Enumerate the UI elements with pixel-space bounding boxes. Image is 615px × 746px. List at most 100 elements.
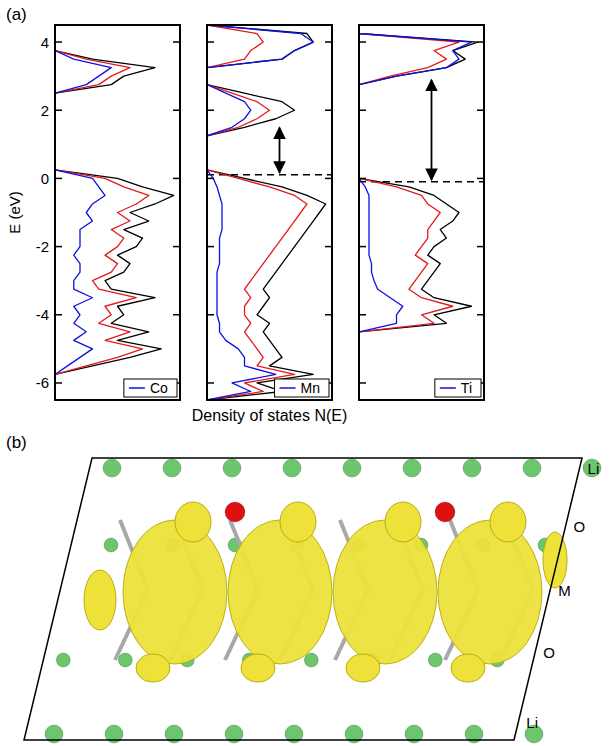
li-atom <box>56 653 70 667</box>
density-lobe <box>241 654 275 682</box>
gap-arrow <box>431 80 433 180</box>
tick-label: 0 <box>41 170 49 187</box>
panel-frame <box>207 25 332 400</box>
legend-label: Co <box>150 380 168 396</box>
density-lobe <box>385 502 421 542</box>
li-atom <box>343 459 361 477</box>
tick <box>173 246 180 248</box>
tick <box>325 314 332 316</box>
tick <box>173 314 180 316</box>
li-atom <box>463 459 481 477</box>
li-atom <box>304 653 318 667</box>
panel-frame <box>55 25 180 400</box>
tick <box>173 178 180 180</box>
panel-label: (b) <box>6 433 27 452</box>
tick <box>55 41 62 43</box>
tick <box>477 314 484 316</box>
dos-curve <box>359 25 472 400</box>
panel-label: (a) <box>6 5 27 24</box>
axis-title: Density of states N(E) <box>192 407 348 424</box>
tick <box>55 382 62 384</box>
dos-panel: Mn <box>207 25 332 400</box>
legend: Ti <box>435 379 481 397</box>
density-lobe <box>280 502 316 542</box>
tick <box>359 382 366 384</box>
tick <box>325 178 332 180</box>
dos-curve <box>55 25 111 400</box>
li-atom <box>104 538 118 552</box>
tick <box>207 314 214 316</box>
legend-box <box>435 379 481 397</box>
dos-curve <box>207 25 313 400</box>
tick-label: -6 <box>36 374 49 391</box>
density-lobe <box>136 654 170 682</box>
li-atom <box>523 459 541 477</box>
tick <box>207 109 214 111</box>
tick <box>359 314 366 316</box>
dos-curve <box>55 25 149 400</box>
li-atom <box>223 459 241 477</box>
layer-label: Li <box>526 714 538 731</box>
gap-arrow <box>279 128 281 173</box>
layer-label: Li <box>588 460 600 477</box>
tick-label: 4 <box>41 34 49 51</box>
tick <box>477 41 484 43</box>
o-atom <box>435 502 455 522</box>
tick <box>359 41 366 43</box>
structure <box>24 458 601 743</box>
li-atom <box>428 653 442 667</box>
density-lobe <box>123 520 227 664</box>
li-atom <box>403 459 421 477</box>
figure: (a)-6-4-2024E (eV)CoMnTiDensity of state… <box>0 0 615 746</box>
curves <box>207 25 326 400</box>
axis-title: E (eV) <box>6 191 23 234</box>
density-lobe <box>175 502 211 542</box>
tick <box>173 41 180 43</box>
tick <box>325 246 332 248</box>
tick-label: -2 <box>36 238 49 255</box>
density-lobe <box>438 520 542 664</box>
legend-box <box>124 379 177 397</box>
tick-label: -4 <box>36 306 49 323</box>
li-atom <box>103 459 121 477</box>
legend-label: Mn <box>301 380 320 396</box>
dos-curve <box>207 25 326 400</box>
layer-label: O <box>543 644 555 661</box>
legend-swatch <box>440 387 456 389</box>
li-atom <box>118 653 132 667</box>
density-lobe <box>84 570 116 630</box>
density-lobe <box>228 520 332 664</box>
tick <box>207 382 214 384</box>
density-lobe <box>346 654 380 682</box>
density-lobe <box>543 532 567 588</box>
legend-box <box>275 379 329 397</box>
layer-label: O <box>574 518 586 535</box>
density-lobe <box>451 654 485 682</box>
dos-panel: -6-4-2024E (eV)Co <box>6 25 180 400</box>
legend-swatch <box>280 387 296 389</box>
tick <box>325 109 332 111</box>
tick <box>359 246 366 248</box>
li-atom <box>583 459 601 477</box>
density-lobe <box>333 520 437 664</box>
li-atom <box>163 459 181 477</box>
tick <box>207 41 214 43</box>
tick <box>477 178 484 180</box>
li-atom <box>283 459 301 477</box>
tick <box>325 41 332 43</box>
dos-panel: Ti <box>359 25 484 400</box>
legend: Mn <box>275 379 329 397</box>
curves <box>55 25 174 400</box>
legend: Co <box>124 379 177 397</box>
layer-label: M <box>558 582 571 599</box>
panel-frame <box>359 25 484 400</box>
tick <box>477 246 484 248</box>
tick <box>173 109 180 111</box>
o-atom <box>225 502 245 522</box>
dos-curve <box>55 25 174 400</box>
legend-label: Ti <box>461 380 472 396</box>
tick <box>207 246 214 248</box>
tick <box>359 178 366 180</box>
tick <box>207 178 214 180</box>
legend-swatch <box>129 387 145 389</box>
